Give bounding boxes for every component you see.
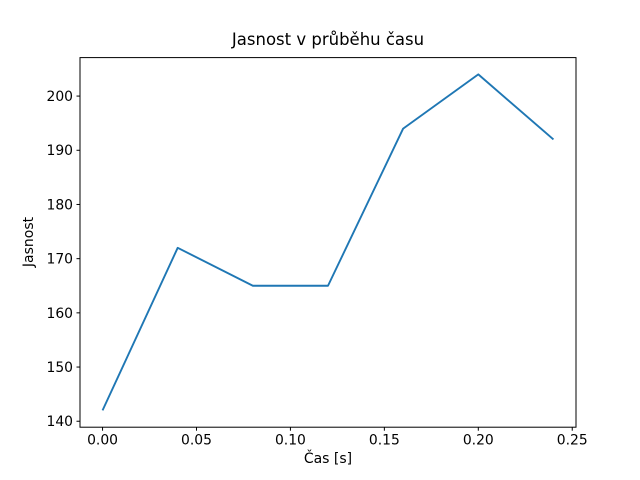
y-tick-label: 150 [46,360,73,376]
x-axis-label: Čas [s] [303,451,353,467]
y-tick-label: 180 [46,197,73,213]
y-tick-label: 200 [46,89,73,105]
x-tick-label: 0.15 [369,433,400,449]
y-axis-ticks: 140 150 160 170 180 190 200 [46,89,80,430]
y-tick-label: 190 [46,143,73,159]
y-tick-label: 140 [46,414,73,430]
x-tick-label: 0.05 [181,433,212,449]
axes-frame [79,57,577,428]
y-tick-label: 170 [46,252,73,268]
x-axis-ticks: 0.00 0.05 0.10 0.15 0.20 0.25 [87,427,588,449]
data-line [101,73,555,411]
chart-title: Jasnost v průběhu času [231,30,425,49]
x-tick-label: 0.20 [463,433,494,449]
y-tick-label: 160 [46,306,73,322]
x-tick-label: 0.10 [275,433,306,449]
x-tick-label: 0.00 [87,433,118,449]
x-tick-label: 0.25 [557,433,588,449]
